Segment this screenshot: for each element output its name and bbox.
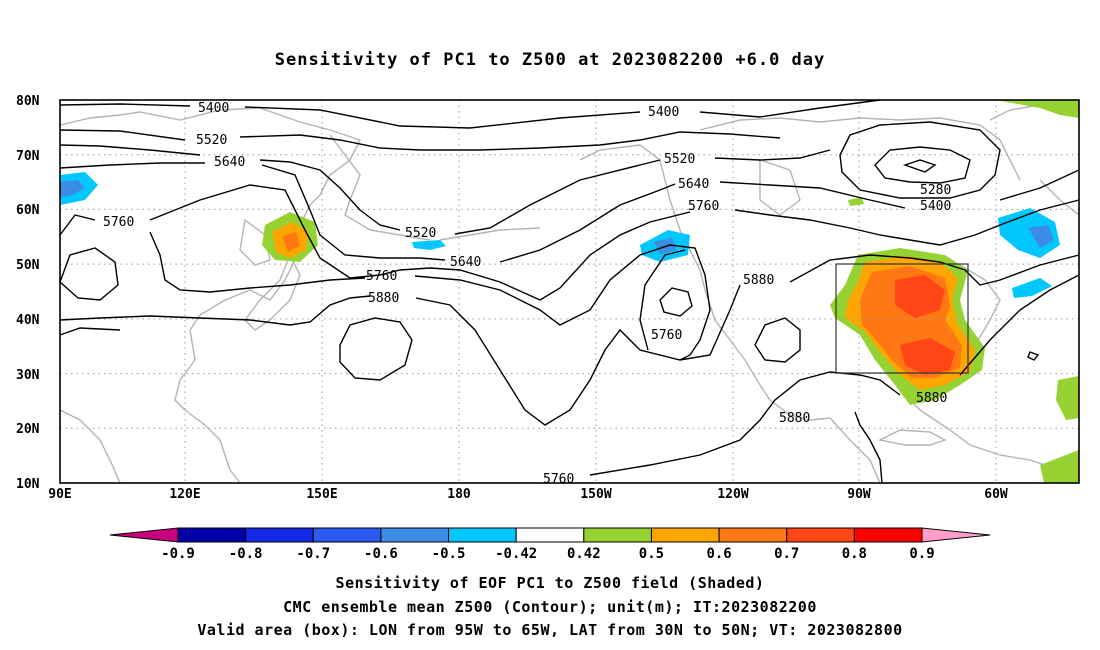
colorbar-label: 0.5 <box>639 546 664 562</box>
lat-axis: 80N 70N 60N 50N 40N 30N 20N 10N <box>16 94 66 492</box>
lat-tick-label: 20N <box>16 422 40 437</box>
contour-labels: 5400 5520 5640 5760 5400 5520 5640 5760 … <box>103 101 951 487</box>
contour-label: 5760 <box>651 328 682 343</box>
lon-tick-label: 150E <box>306 487 337 502</box>
colorbar-label: -0.8 <box>229 546 263 562</box>
plot-frame <box>59 99 1080 484</box>
contour-label: 5880 <box>368 291 399 306</box>
colorbar-label: -0.42 <box>495 546 537 562</box>
lat-tick-label: 70N <box>16 149 40 164</box>
colorbar-box <box>448 527 517 543</box>
lat-tick-label: 30N <box>16 368 40 383</box>
colorbar-box <box>786 527 855 543</box>
contour-label: 5760 <box>688 199 719 214</box>
lat-tick-label: 60N <box>16 203 40 218</box>
colorbar-box <box>515 527 585 543</box>
colorbar-label: -0.7 <box>296 546 330 562</box>
lon-axis: 90E 120E 150E 180 150W 120W 90W 60W <box>48 487 1008 502</box>
contour-label: 5400 <box>920 199 951 214</box>
contour-label: 5520 <box>196 133 227 148</box>
colorbar-label: -0.6 <box>364 546 398 562</box>
colorbar-box <box>177 527 247 543</box>
contour-label: 5640 <box>214 155 245 170</box>
lat-tick-label: 50N <box>16 258 40 273</box>
contour-label: 5520 <box>664 152 695 167</box>
shaded-sensitivity <box>60 100 1079 483</box>
colorbar-label: 0.9 <box>909 546 934 562</box>
lon-tick-label: 120E <box>169 487 200 502</box>
contour-label: 5400 <box>198 101 229 116</box>
colorbar-label: 0.6 <box>706 546 731 562</box>
caption-valid-area: Valid area (box): LON from 95W to 65W, L… <box>197 621 903 639</box>
colorbar-box <box>583 527 652 543</box>
valid-area-box <box>835 263 969 374</box>
lon-tick-label: 180 <box>447 487 471 502</box>
colorbar-label: -0.9 <box>161 546 195 562</box>
colorbar-low-end <box>109 527 179 543</box>
colorbar-box <box>718 527 788 543</box>
colorbar-box <box>650 527 720 543</box>
lat-tick-label: 10N <box>16 477 40 492</box>
lon-tick-label: 90W <box>847 487 871 502</box>
lat-tick-label: 80N <box>16 94 40 109</box>
colorbar-high-end <box>921 527 991 543</box>
colorbar-box <box>853 527 923 543</box>
contour-label: 5880 <box>779 411 810 426</box>
lat-tick-label: 40N <box>16 313 40 328</box>
colorbar-label: -0.5 <box>432 546 466 562</box>
contour-label: 5880 <box>916 391 947 406</box>
contour-label: 5760 <box>103 215 134 230</box>
contour-label: 5640 <box>678 177 709 192</box>
lon-tick-label: 60W <box>984 487 1008 502</box>
contour-label: 5760 <box>366 269 397 284</box>
colorbar-label: 0.8 <box>842 546 867 562</box>
colorbar-box <box>312 527 382 543</box>
contour-label: 5760 <box>543 472 574 487</box>
contour-label: 5400 <box>648 105 679 120</box>
colorbar-box <box>245 527 314 543</box>
lon-tick-label: 150W <box>580 487 611 502</box>
contour-label: 5520 <box>405 226 436 241</box>
caption-contour: CMC ensemble mean Z500 (Contour); unit(m… <box>283 598 817 616</box>
contour-label: 5640 <box>450 255 481 270</box>
colorbar-label: 0.7 <box>774 546 799 562</box>
colorbar-label: 0.42 <box>567 546 601 562</box>
contour-label: 5880 <box>743 273 774 288</box>
colorbar-box <box>380 527 450 543</box>
caption-shaded: Sensitivity of EOF PC1 to Z500 field (Sh… <box>335 574 765 592</box>
z500-contours <box>59 99 1080 484</box>
map-title: Sensitivity of PC1 to Z500 at 2023082200… <box>274 50 826 70</box>
colorbar: -0.9 -0.8 -0.7 -0.6 -0.5 -0.42 0.42 0.5 0.6 0.7 0.… <box>109 527 991 562</box>
lon-tick-label: 120W <box>717 487 748 502</box>
contour-label: 5280 <box>920 183 951 198</box>
lon-tick-label: 90E <box>48 487 71 502</box>
grid-lines <box>60 100 1079 483</box>
